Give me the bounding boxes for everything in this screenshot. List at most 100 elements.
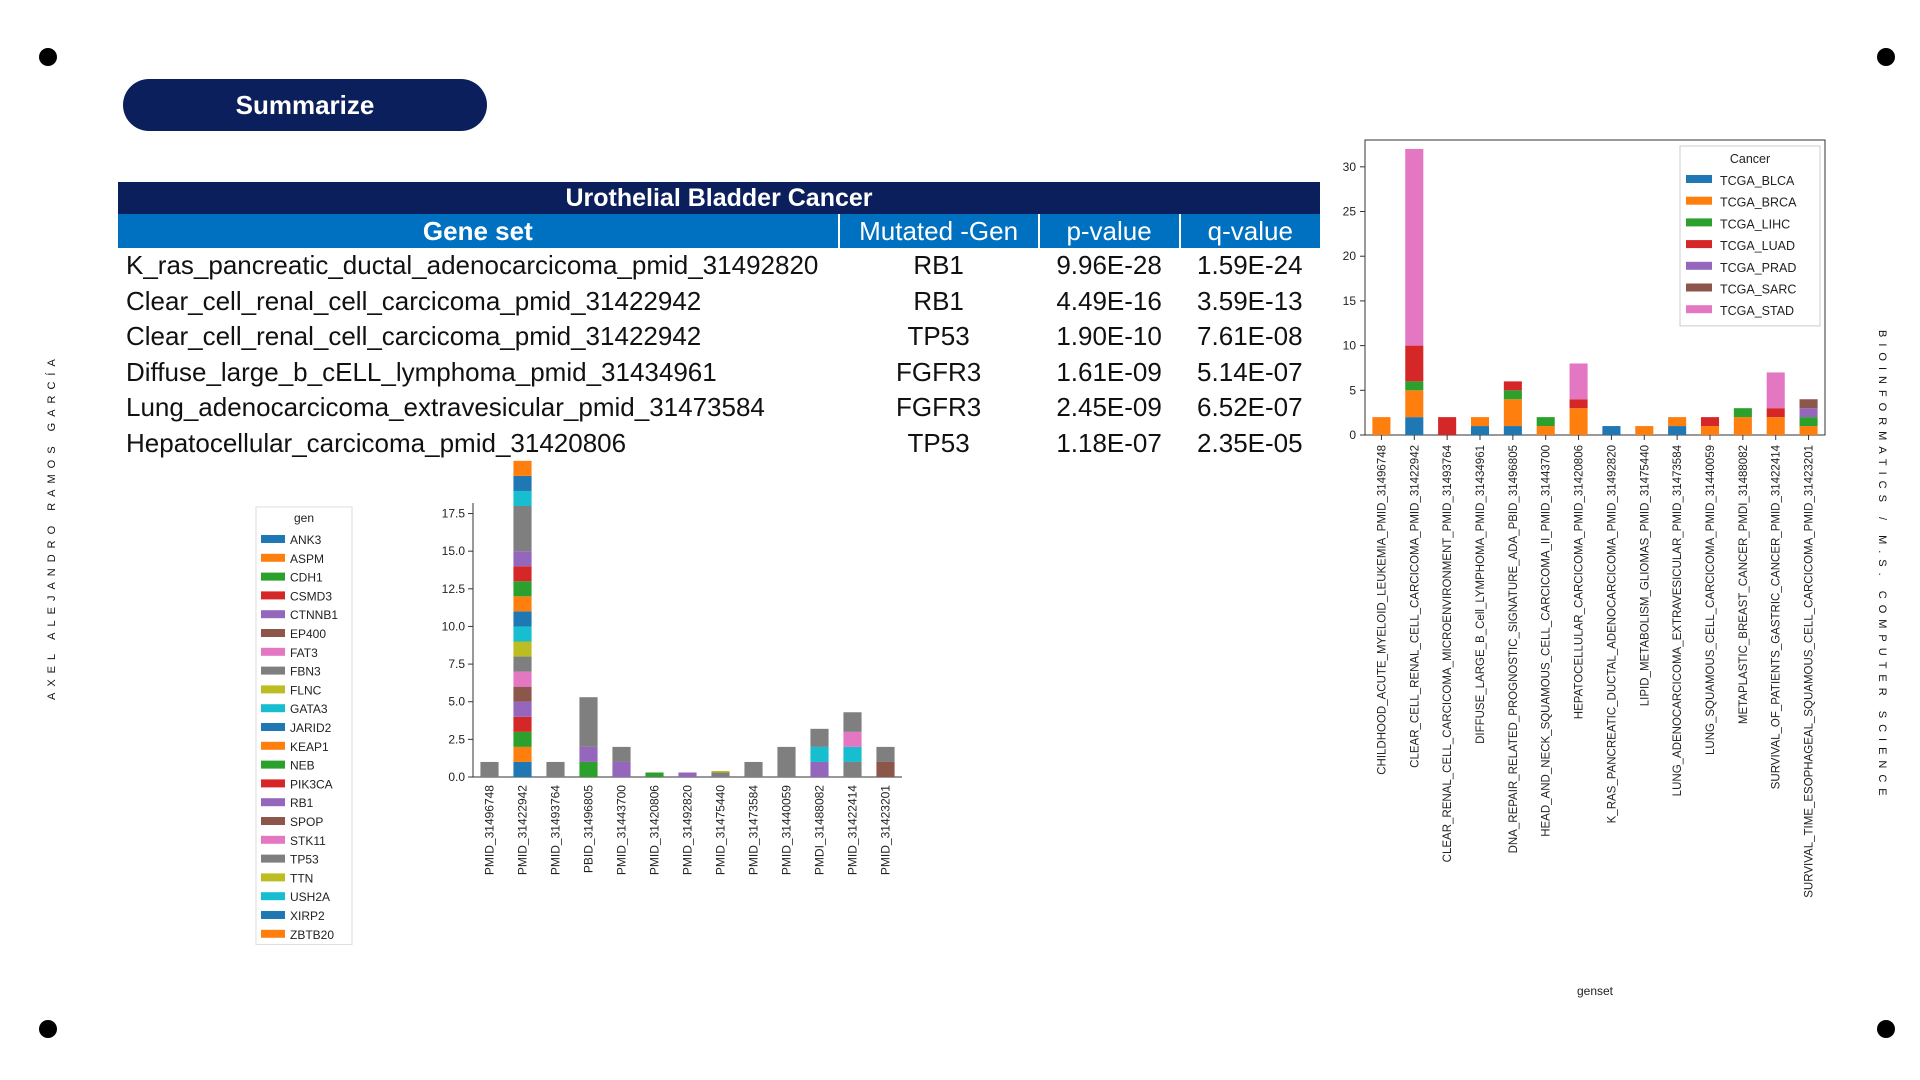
bar-segment — [1766, 417, 1785, 435]
x-tick-label: CLEAR_RENAL_CELL_CARCICOMA_MICROENVIRONM… — [1442, 444, 1454, 862]
bar-segment — [843, 746, 862, 762]
x-tick-label: PMID_31475440 — [714, 785, 728, 875]
legend-entry: ANK3 — [290, 533, 322, 547]
bar-segment — [843, 731, 862, 747]
mutated-gen-cell: TP53 — [907, 321, 970, 352]
bar-segment — [711, 770, 730, 773]
x-tick-label: PMID_31440059 — [780, 785, 794, 875]
y-tick-label: 15 — [1343, 294, 1357, 308]
legend-entry: JARID2 — [290, 721, 332, 735]
bar-segment — [1668, 417, 1687, 427]
legend-swatch — [261, 723, 285, 731]
cancer-genset-stacked-bar-chart: 0 5 10 15 20 25 30 CHILDHOOD_ACUTE_MYELOID_LEUK… — [1343, 139, 1826, 998]
x-tick-label: DNA_REPAIR_RELATED_PROGNOSTIC_SIGNATURE_… — [1508, 445, 1520, 853]
x-tick-label: HEPATOCELLULAR_CARCICOMA_PMID_31420806 — [1574, 445, 1586, 719]
legend-entry: CTNNB1 — [290, 608, 338, 622]
gene-set-cell: K_ras_pancreatic_ductal_adenocarcicoma_p… — [126, 250, 819, 281]
x-tick-label: LUNG_SQUAMOUS_CELL_CARCICOMA_PMID_314400… — [1705, 445, 1717, 755]
p-value-cell: 2.45E-09 — [1056, 392, 1162, 423]
y-tick-label: 5.0 — [448, 695, 465, 709]
legend-entry: CDH1 — [290, 571, 323, 585]
y-tick-label: 0 — [1349, 428, 1356, 442]
legend-entry: ASPM — [290, 552, 324, 566]
x-tick-label: PMID_31473584 — [747, 785, 761, 875]
bar-segment — [513, 611, 532, 627]
legend-swatch — [261, 704, 285, 713]
y-tick-label: 10 — [1343, 339, 1357, 353]
bar-segment — [513, 490, 532, 507]
legend-swatch — [261, 911, 285, 919]
mutated-gen-cell: TP53 — [907, 427, 970, 458]
bar-segment — [1405, 345, 1424, 382]
corner-dot-bottom-left — [39, 1020, 57, 1038]
legend-swatch — [261, 685, 285, 694]
bar-segment — [1438, 417, 1457, 435]
legend-swatch — [261, 798, 285, 807]
legend-swatch — [261, 741, 285, 750]
legend-swatch — [1686, 305, 1712, 314]
bar-segment — [513, 626, 532, 642]
gene-mutation-stacked-bar-chart: gen ANK3 ASPM CDH1 CSMD3 CTNNB1 EP400 FAT3 FBN3 F… — [255, 460, 902, 946]
x-tick-label: CHILDHOOD_ACUTE_MYELOID_LEUKEMIA_PMID_31… — [1376, 445, 1388, 775]
y-tick-label: 12.5 — [442, 582, 466, 596]
mutated-gen-cell: RB1 — [913, 285, 964, 316]
y-tick-label: 15.0 — [442, 544, 466, 558]
legend-swatch — [261, 572, 285, 581]
bar-segment — [1405, 417, 1424, 435]
bar-segment — [513, 761, 532, 777]
y-tick-label: 17.5 — [442, 507, 466, 521]
legend-entry: RB1 — [290, 796, 314, 810]
bar-segment — [513, 581, 532, 597]
legend-swatch — [261, 553, 285, 562]
p-value-cell: 1.61E-09 — [1056, 356, 1162, 387]
bar-segment — [1668, 426, 1687, 435]
bar-segment — [513, 656, 532, 672]
bar-segment — [1602, 426, 1621, 435]
bar-segment — [1700, 426, 1720, 435]
bar-segment — [777, 746, 796, 777]
plot-frame — [1364, 139, 1826, 436]
table-row: Diffuse_large_b_cELL_lymphoma_pmid_31434… — [118, 355, 1320, 391]
legend-entry: TCGA_PRAD — [1720, 261, 1796, 275]
x-tick-label: PMID_31492820 — [681, 785, 695, 875]
bar-segment — [1503, 381, 1522, 391]
p-value-cell: 1.90E-10 — [1056, 321, 1162, 352]
legend-entry: XIRP2 — [290, 909, 325, 923]
bar-segment — [810, 761, 829, 777]
x-axis-label: genset — [1577, 984, 1614, 998]
table-row: K_ras_pancreatic_ductal_adenocarcicoma_p… — [118, 248, 1320, 284]
legend-swatch — [261, 591, 285, 600]
legend-entry: NEB — [290, 759, 315, 773]
x-tick-label: PMID_31496748 — [483, 785, 497, 875]
legend-swatch — [261, 610, 285, 619]
bar-segment — [876, 761, 895, 777]
bar-segment — [612, 761, 631, 777]
x-tick-label: PBID_31496805 — [582, 785, 596, 873]
y-tick-label: 30 — [1343, 160, 1357, 174]
bar-segment — [1733, 408, 1752, 418]
y-tick-label: 10.0 — [442, 619, 466, 633]
x-tick-label: PMID_31443700 — [615, 785, 629, 875]
bar-segment — [1503, 426, 1522, 435]
q-value-cell: 2.35E-05 — [1197, 427, 1303, 458]
bar-segment — [513, 460, 532, 476]
bar-segment — [513, 475, 532, 491]
bar-segment — [513, 746, 532, 762]
q-value-cell: 5.14E-07 — [1197, 356, 1303, 387]
legend-title: Cancer — [1730, 152, 1770, 166]
bar-segment — [1766, 372, 1785, 409]
x-tick-label: K_RAS_PANCREATIC_DUCTAL_ADENOCARCICOMA_P… — [1606, 445, 1618, 823]
bar-segment — [513, 716, 532, 732]
gene-set-cell: Clear_cell_renal_cell_carcicoma_pmid_314… — [126, 321, 702, 352]
table-title: Urothelial Bladder Cancer — [118, 182, 1320, 214]
column-header-q-value: q-value — [1178, 214, 1320, 248]
bar-segment — [1405, 381, 1424, 391]
bar-segment — [579, 697, 598, 747]
mutated-gen-cell: FGFR3 — [895, 392, 982, 423]
x-tick-label: CLEAR_CELL_RENAL_CELL_CARCICOMA_PMID_314… — [1409, 445, 1421, 768]
q-value-cell: 6.52E-07 — [1197, 392, 1303, 423]
x-tick-label: METAPLASTIC_BREAST_CANCER_PMDI_31488082 — [1738, 445, 1750, 724]
bar-segment — [1503, 390, 1522, 400]
y-tick-label: 20 — [1343, 249, 1357, 263]
legend-swatch — [1686, 261, 1712, 270]
